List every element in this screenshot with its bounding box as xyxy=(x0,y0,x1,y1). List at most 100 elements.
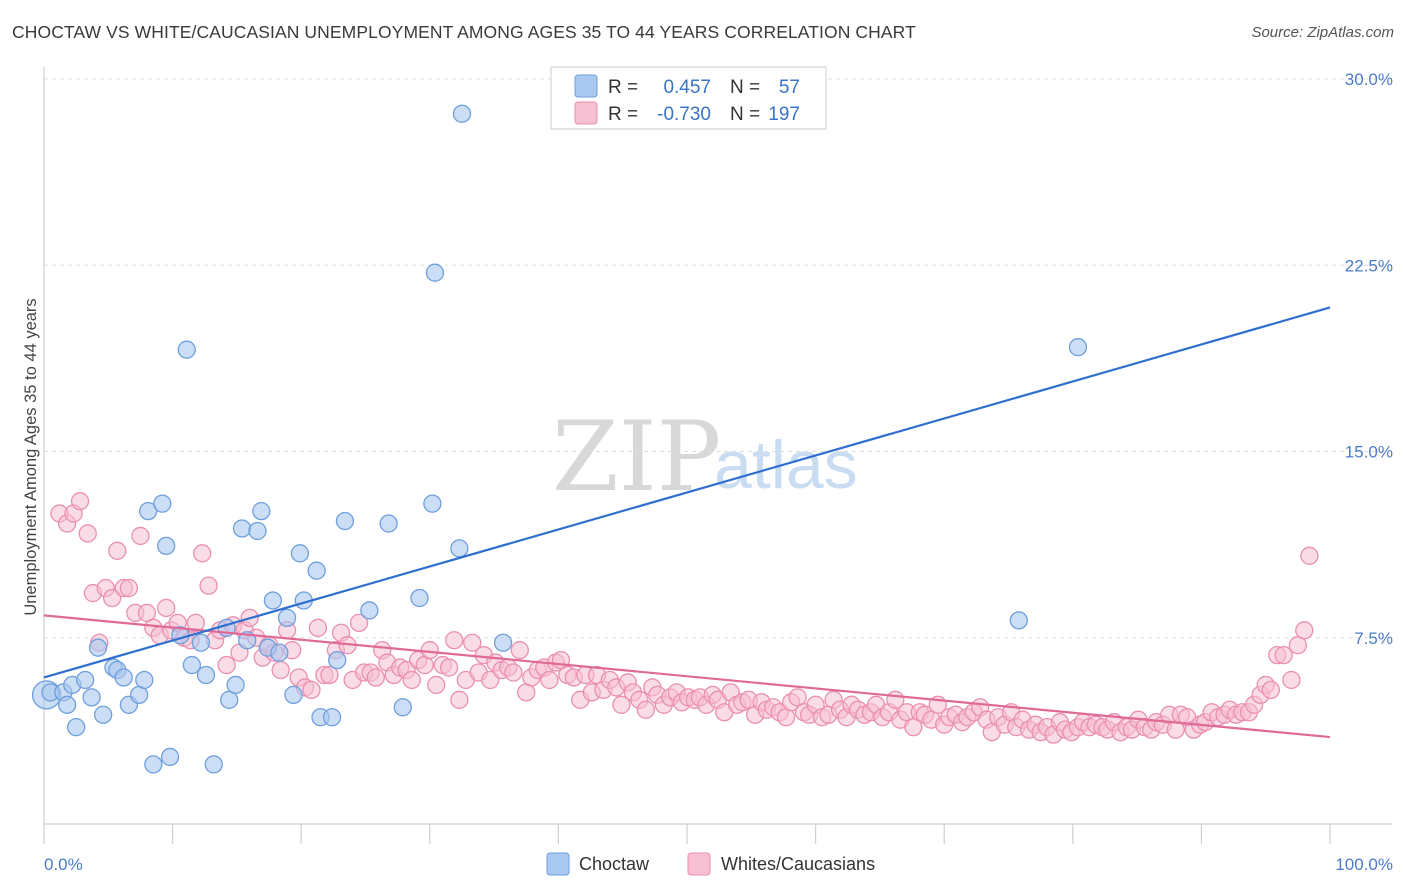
legend-r-value-1: 0.457 xyxy=(663,77,711,98)
whites-point-71 xyxy=(481,670,500,690)
legend-swatch-choctaw xyxy=(574,74,598,98)
legend-r-label-2: R = xyxy=(608,104,638,125)
choctaw-point-46 xyxy=(360,601,379,620)
choctaw-point-12 xyxy=(114,668,133,687)
choctaw-point-7 xyxy=(82,688,101,707)
choctaw-point-9 xyxy=(94,705,113,724)
whites-trend-line xyxy=(43,614,1331,739)
choctaw-point-50 xyxy=(423,494,442,513)
x-tick-label-1: 100.0% xyxy=(1335,855,1393,874)
choctaw-point-35 xyxy=(263,591,283,610)
choctaw-point-39 xyxy=(290,544,310,563)
choctaw-point-25 xyxy=(196,665,216,685)
watermark: ZIP atlas xyxy=(552,401,858,513)
series-legend-whites: Whites/Caucasians xyxy=(721,854,875,874)
whites-point-24 xyxy=(199,576,218,595)
choctaw-point-29 xyxy=(226,675,245,695)
whites-point-64 xyxy=(439,658,459,677)
legend-n-label-2: N = xyxy=(730,104,760,125)
x-tick-labels: 0.0% 100.0% xyxy=(44,855,1393,874)
whites-point-202 xyxy=(1274,645,1293,665)
choctaw-point-22 xyxy=(177,340,196,359)
choctaw-point-15 xyxy=(135,670,154,690)
legend-n-label-1: N = xyxy=(730,77,760,98)
whites-point-52 xyxy=(366,668,385,687)
choctaw-point-32 xyxy=(248,521,267,541)
whites-point-23 xyxy=(193,544,212,563)
choctaw-point-19 xyxy=(157,536,176,556)
source-label: Source: ZipAtlas.com xyxy=(1251,24,1394,41)
y-tick-label-1: 15.0% xyxy=(1345,443,1393,462)
whites-point-4 xyxy=(78,524,97,543)
y-tick-label-3: 30.0% xyxy=(1345,70,1393,89)
choctaw-point-52 xyxy=(450,539,469,558)
choctaw-trend-line xyxy=(43,306,1331,679)
whites-point-203 xyxy=(1282,670,1301,690)
choctaw-point-36 xyxy=(270,643,289,662)
choctaw-point-5 xyxy=(67,718,86,737)
choctaw-point-33 xyxy=(252,501,271,521)
choctaw-point-47 xyxy=(379,514,398,533)
legend-n-value-1: 57 xyxy=(779,77,800,98)
correlation-legend: R = 0.457 N = 57 R = -0.730 N = 197 xyxy=(550,66,827,130)
choctaw-point-26 xyxy=(204,755,223,774)
whites-point-205 xyxy=(1295,621,1314,640)
legend-r-label-1: R = xyxy=(608,77,638,98)
choctaw-point-20 xyxy=(160,747,180,767)
whites-point-65 xyxy=(445,631,464,650)
whites-point-75 xyxy=(504,663,523,682)
choctaw-point-38 xyxy=(284,685,303,705)
y-tick-label-0: 7.5% xyxy=(1354,629,1393,648)
whites-point-58 xyxy=(402,670,421,690)
y-axis-label: Unemployment Among Ages 35 to 44 years xyxy=(22,298,40,615)
choctaw-point-48 xyxy=(393,698,412,717)
whites-point-62 xyxy=(427,675,446,695)
whites-point-36 xyxy=(271,660,290,680)
chart-title: CHOCTAW VS WHITE/CAUCASIAN UNEMPLOYMENT … xyxy=(12,22,916,42)
watermark-zip: ZIP xyxy=(552,401,721,513)
y-tick-label-2: 22.5% xyxy=(1345,256,1393,275)
whites-point-81 xyxy=(540,670,559,690)
y-tick-labels: 7.5% 15.0% 22.5% 30.0% xyxy=(1345,70,1393,648)
whites-point-42 xyxy=(308,618,328,637)
choctaw-point-51 xyxy=(425,263,445,282)
choctaw-point-53 xyxy=(452,104,472,123)
whites-point-49 xyxy=(349,613,369,632)
trend-lines xyxy=(43,306,1331,739)
whites-point-44 xyxy=(320,665,339,685)
choctaw-point-17 xyxy=(144,755,163,774)
whites-point-93 xyxy=(612,695,631,714)
choctaw-point-43 xyxy=(322,708,342,727)
choctaw-points xyxy=(31,104,1088,774)
choctaw-point-56 xyxy=(1068,338,1088,357)
gridlines xyxy=(44,78,1392,639)
choctaw-point-24 xyxy=(191,633,211,652)
choctaw-point-23 xyxy=(182,655,202,675)
x-tick-label-0: 0.0% xyxy=(44,855,83,874)
choctaw-point-49 xyxy=(410,588,429,608)
whites-point-41 xyxy=(302,680,321,700)
whites-point-11 xyxy=(119,578,139,598)
series-legend-swatch-whites xyxy=(687,852,711,876)
whites-point-76 xyxy=(510,641,529,660)
choctaw-point-3 xyxy=(57,695,77,714)
legend-n-value-2: 197 xyxy=(768,104,800,125)
choctaw-point-6 xyxy=(76,670,95,690)
choctaw-point-41 xyxy=(307,561,326,580)
choctaw-point-8 xyxy=(88,638,108,657)
whites-point-13 xyxy=(131,526,150,546)
whites-point-27 xyxy=(217,655,236,675)
series-legend-choctaw: Choctaw xyxy=(579,854,650,874)
whites-point-8 xyxy=(103,588,122,608)
whites-point-200 xyxy=(1261,680,1280,700)
whites-point-97 xyxy=(636,700,655,719)
choctaw-point-44 xyxy=(328,650,347,670)
choctaw-point-37 xyxy=(277,608,297,628)
legend-r-value-2: -0.730 xyxy=(657,104,711,125)
choctaw-point-45 xyxy=(335,511,355,531)
whites-point-22 xyxy=(186,613,205,632)
whites-point-17 xyxy=(157,598,176,618)
series-legend: Choctaw Whites/Caucasians xyxy=(546,852,875,876)
whites-point-3 xyxy=(70,492,90,511)
